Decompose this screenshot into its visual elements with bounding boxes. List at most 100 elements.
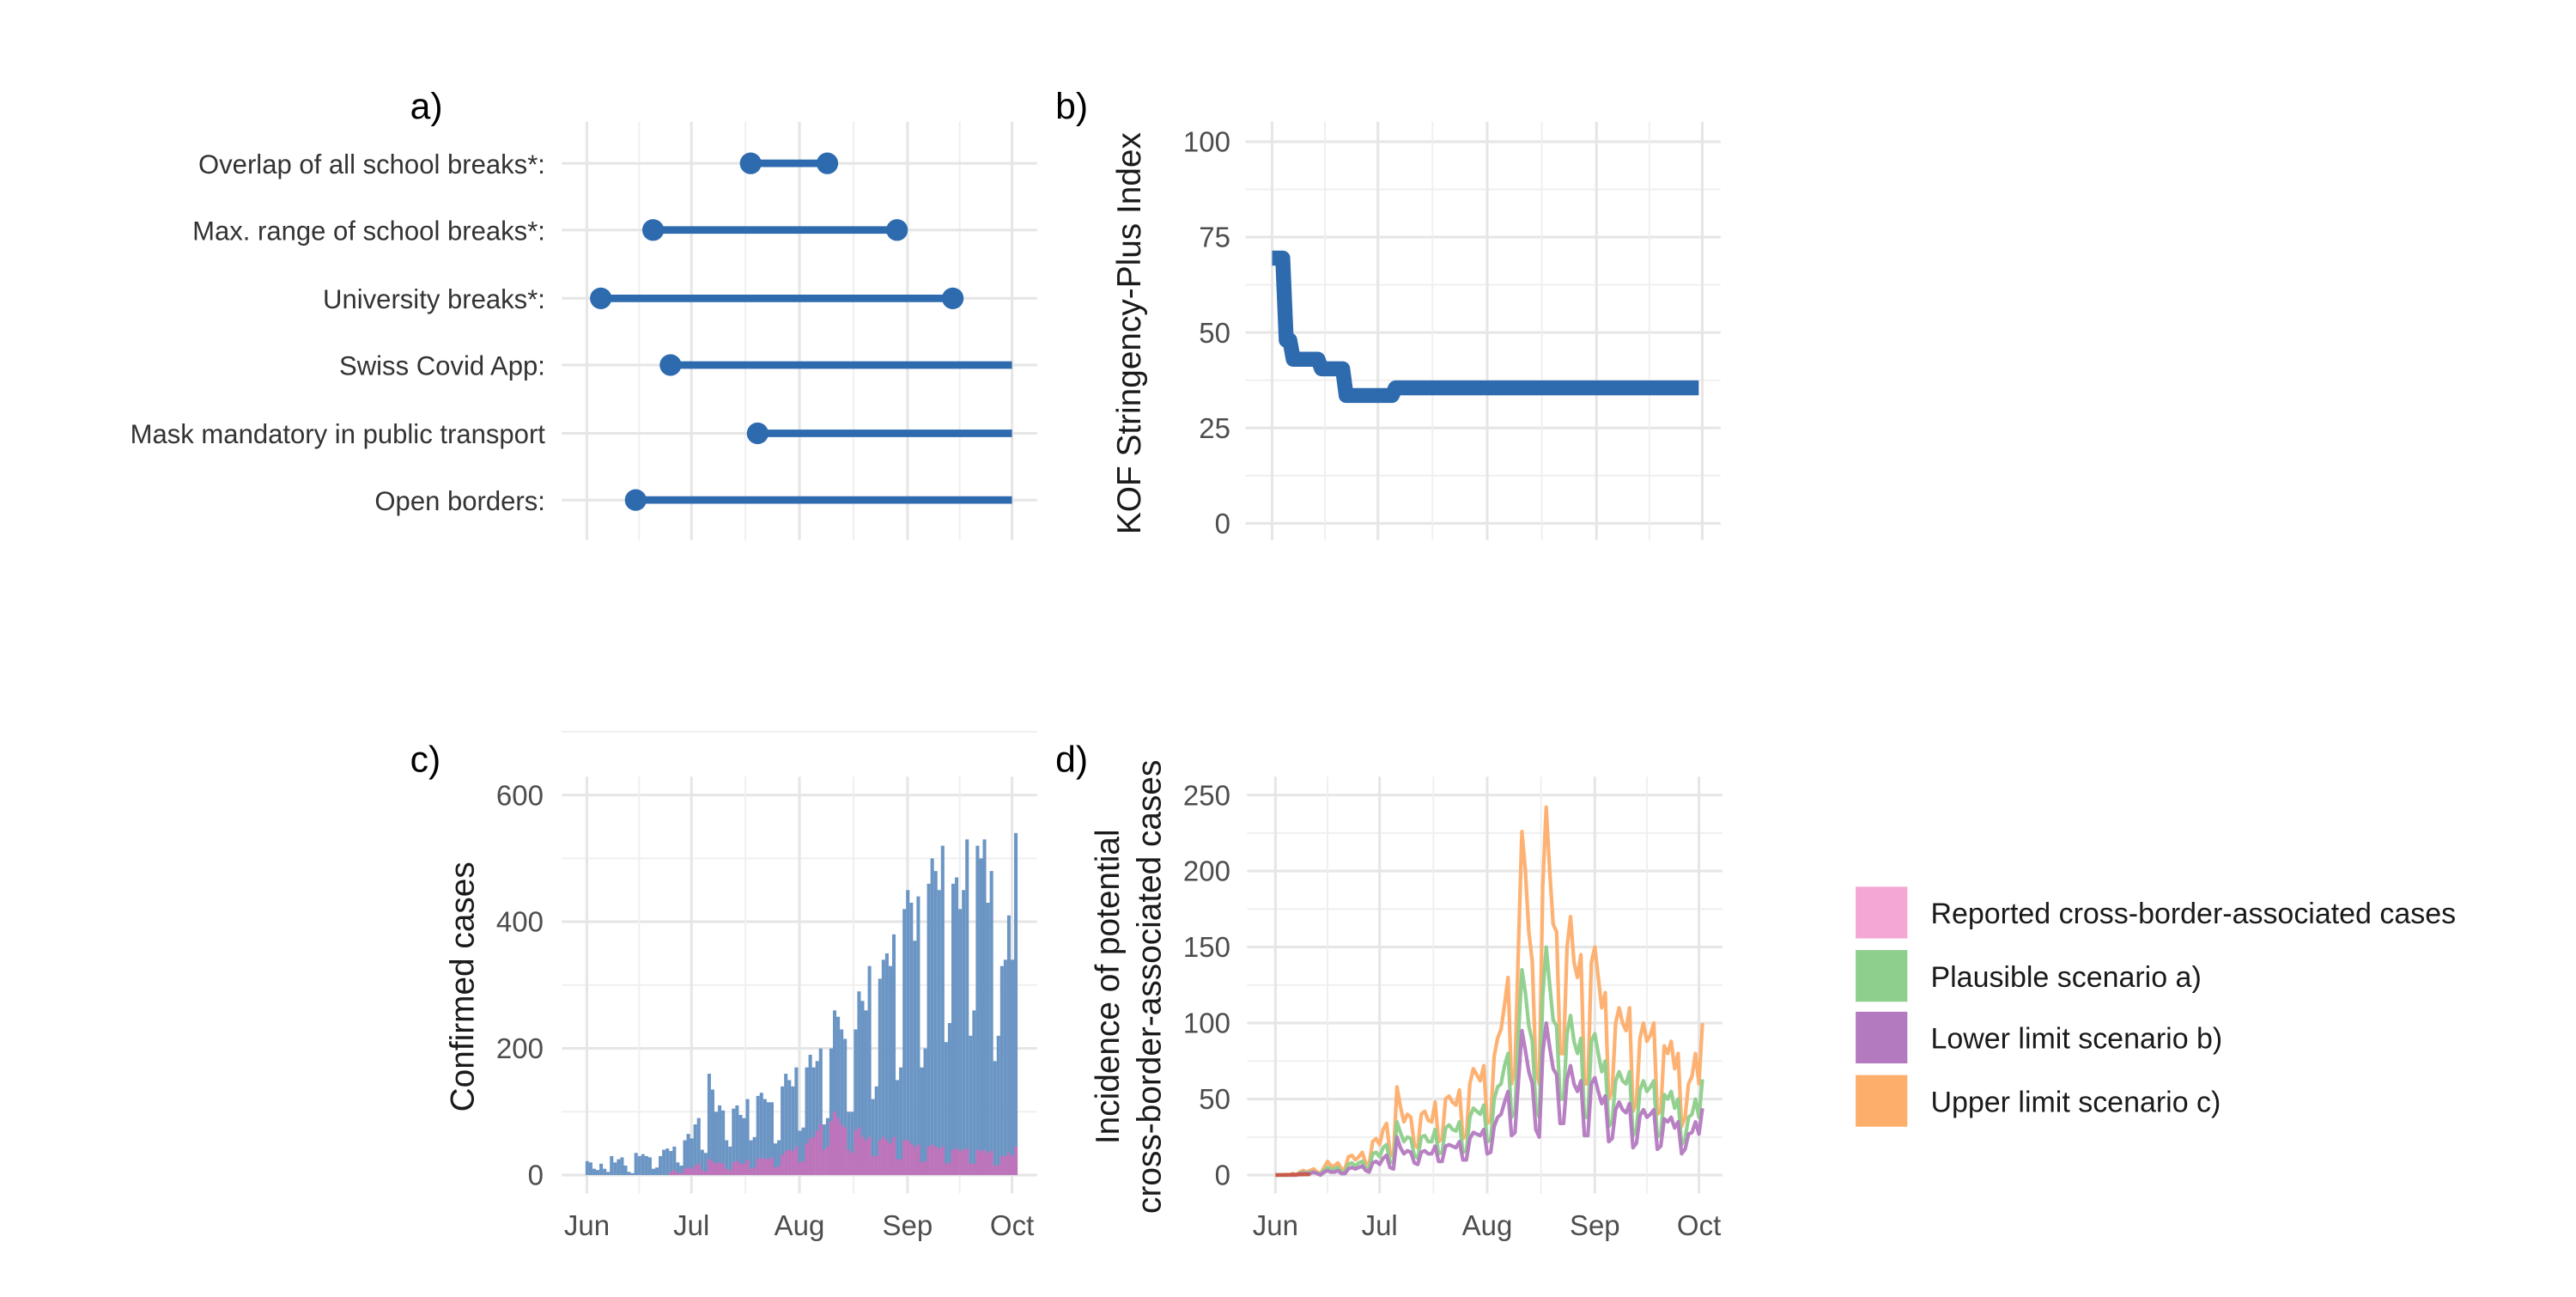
confirmed-bar — [857, 991, 861, 1176]
cross-border-bar — [738, 1163, 743, 1176]
cross-border-bar — [762, 1158, 767, 1176]
confirmed-bar — [693, 1124, 697, 1176]
confirmed-bar — [773, 1143, 778, 1176]
confirmed-bar — [993, 1061, 997, 1176]
cross-border-bar — [899, 1159, 903, 1176]
confirmed-bar — [840, 1029, 844, 1176]
cross-border-bar — [808, 1138, 812, 1176]
cross-border-bar — [878, 1140, 882, 1176]
confirmed-bar — [969, 1035, 973, 1176]
cross-border-bar — [972, 1163, 976, 1176]
cross-border-bar — [769, 1157, 774, 1176]
cross-border-bar — [805, 1143, 809, 1176]
cross-border-bar — [867, 1136, 872, 1176]
confirmed-bar — [752, 1136, 756, 1176]
confirmed-bar — [972, 1010, 976, 1176]
xtick-label: Jun — [1253, 1209, 1298, 1241]
cross-border-bar — [1010, 1155, 1015, 1176]
confirmed-bar — [613, 1162, 617, 1176]
confirmed-bar — [829, 1048, 833, 1176]
cross-border-bar — [732, 1162, 736, 1176]
confirmed-bar — [732, 1108, 736, 1176]
confirmed-bar — [630, 1172, 635, 1176]
cross-border-bar — [672, 1170, 677, 1176]
cross-border-bar — [933, 1146, 938, 1176]
confirmed-bar — [1010, 959, 1015, 1176]
cross-border-bar — [874, 1155, 878, 1176]
confirmed-bar — [923, 1048, 927, 1176]
confirmed-bar — [745, 1099, 750, 1176]
cross-border-bar — [822, 1149, 826, 1176]
confirmed-bar — [721, 1110, 726, 1176]
confirmed-bar — [878, 978, 882, 1176]
ytick-label: 0 — [528, 1160, 544, 1191]
legend: Reported cross-border-associated cases P… — [1856, 886, 2456, 1127]
confirmed-bar — [920, 1067, 924, 1176]
start-point — [739, 152, 762, 174]
confirmed-bar — [728, 1146, 732, 1176]
cross-border-bar — [884, 1140, 889, 1176]
confirmed-bar — [888, 965, 892, 1176]
confirmed-bar — [884, 953, 889, 1176]
cross-border-bar — [1006, 1153, 1011, 1176]
cross-border-bar — [847, 1149, 851, 1176]
cross-border-bar — [843, 1127, 848, 1176]
cross-border-bar — [781, 1154, 785, 1176]
cross-border-bar — [725, 1168, 729, 1176]
confirmed-bar — [784, 1074, 788, 1176]
cross-border-bar — [969, 1163, 973, 1176]
confirmed-bar — [913, 941, 917, 1176]
confirmed-bar — [958, 909, 963, 1176]
confirmed-bar — [896, 1080, 900, 1176]
confirmed-bar — [676, 1162, 680, 1176]
xtick-label: Jul — [673, 1209, 709, 1241]
cross-border-bar — [840, 1124, 844, 1176]
confirmed-bar — [933, 871, 938, 1176]
confirmed-bar — [930, 858, 934, 1176]
confirmed-bar — [683, 1140, 687, 1176]
confirmed-bar — [588, 1162, 592, 1176]
confirmed-bar — [762, 1099, 767, 1176]
cross-border-bar — [913, 1146, 917, 1176]
cross-border-bar — [958, 1151, 963, 1176]
confirmed-bar — [906, 890, 910, 1176]
cross-border-bar — [696, 1163, 701, 1176]
confirmed-bar — [672, 1146, 677, 1176]
confirmed-bar — [937, 890, 941, 1176]
confirmed-bar — [794, 1067, 799, 1176]
confirmed-bar — [815, 1061, 819, 1176]
cross-border-bar — [832, 1111, 837, 1176]
cross-border-bar — [975, 1149, 980, 1176]
cross-border-bar — [902, 1140, 907, 1176]
confirmed-bar — [1014, 832, 1018, 1176]
confirmed-bar — [982, 839, 987, 1176]
cross-border-bar — [955, 1148, 959, 1176]
confirmed-bar — [766, 1102, 770, 1176]
confirmed-bar — [620, 1157, 624, 1176]
cross-border-bar — [798, 1162, 802, 1176]
cross-border-bar — [742, 1163, 746, 1176]
cross-border-bar — [951, 1149, 956, 1176]
cross-border-bar — [749, 1168, 753, 1176]
legend-label-reported: Reported cross-border-associated cases — [1930, 898, 2456, 930]
cross-border-bar — [864, 1140, 868, 1176]
cross-border-bar — [707, 1159, 711, 1176]
confirmed-bar — [725, 1140, 729, 1176]
end-point — [941, 287, 964, 309]
panel-d-incidence: 0 50 100 150 200 250 Jun Jul Aug Sep Oct — [1183, 776, 1722, 1241]
confirmed-bar — [825, 1117, 829, 1176]
xtick-label: Jun — [564, 1209, 610, 1241]
end-point — [886, 219, 908, 241]
confirmed-bar — [647, 1157, 652, 1176]
cross-border-bar — [937, 1148, 941, 1176]
cross-border-bar — [854, 1130, 858, 1176]
confirmed-bar — [599, 1163, 604, 1176]
cross-border-bar — [965, 1148, 969, 1176]
panel-label-c: c) — [410, 739, 441, 780]
ytick-label: 50 — [1199, 317, 1230, 349]
confirmed-bar — [867, 965, 872, 1176]
cross-border-bar — [818, 1124, 823, 1176]
cross-border-bar — [703, 1171, 708, 1176]
xtick-label: Aug — [775, 1209, 825, 1241]
